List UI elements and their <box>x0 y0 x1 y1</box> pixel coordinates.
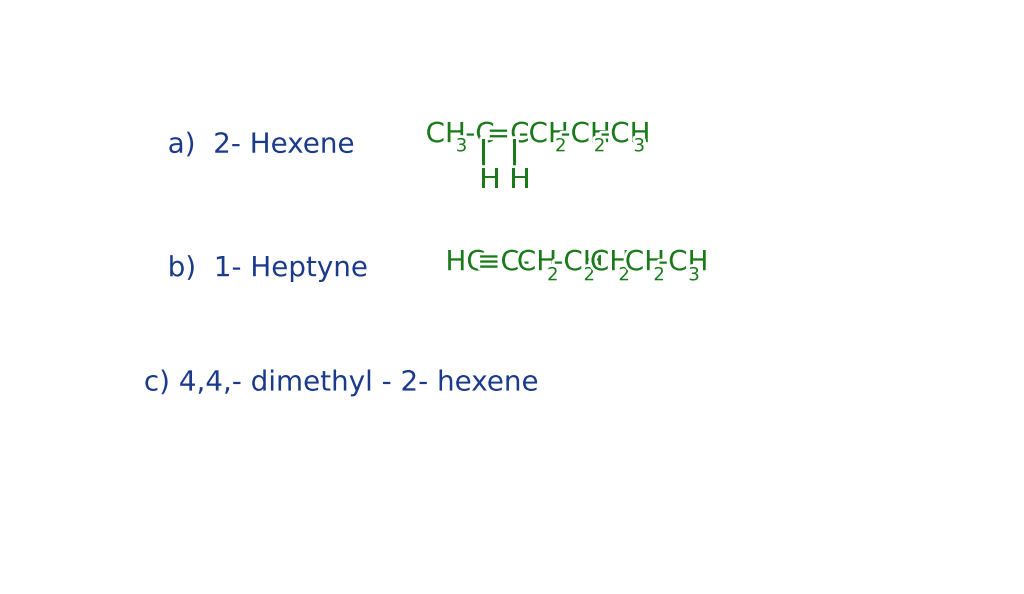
Text: 2: 2 <box>653 266 665 285</box>
Text: CH: CH <box>426 120 466 148</box>
Text: CH: CH <box>625 248 665 276</box>
Text: -CH: -CH <box>600 120 650 148</box>
Text: =C: =C <box>478 120 529 148</box>
Text: -C: -C <box>465 120 495 148</box>
Text: 2: 2 <box>594 137 605 155</box>
Text: HC: HC <box>445 248 485 276</box>
Text: -CH: -CH <box>560 120 610 148</box>
Text: |: | <box>479 138 488 167</box>
Text: 2: 2 <box>555 137 566 155</box>
Text: 2: 2 <box>584 266 595 285</box>
Text: -CH: -CH <box>658 248 709 276</box>
Text: a)  2- Hexene: a) 2- Hexene <box>168 131 354 159</box>
Text: -CH: -CH <box>553 248 603 276</box>
Text: H: H <box>479 166 501 194</box>
Text: 3: 3 <box>634 137 645 155</box>
Text: CH: CH <box>590 248 630 276</box>
Text: CH: CH <box>517 248 557 276</box>
Text: 3: 3 <box>456 137 467 155</box>
Text: c) 4,4,- dimethyl - 2- hexene: c) 4,4,- dimethyl - 2- hexene <box>143 368 539 397</box>
Text: 2: 2 <box>618 266 630 285</box>
Text: 3: 3 <box>688 266 699 285</box>
Text: H: H <box>510 166 530 194</box>
Text: b)  1- Heptyne: b) 1- Heptyne <box>168 254 368 282</box>
Text: ≡C-: ≡C- <box>477 248 529 276</box>
Text: -CH: -CH <box>510 120 569 148</box>
Text: |: | <box>510 138 519 167</box>
Text: 2: 2 <box>547 266 558 285</box>
